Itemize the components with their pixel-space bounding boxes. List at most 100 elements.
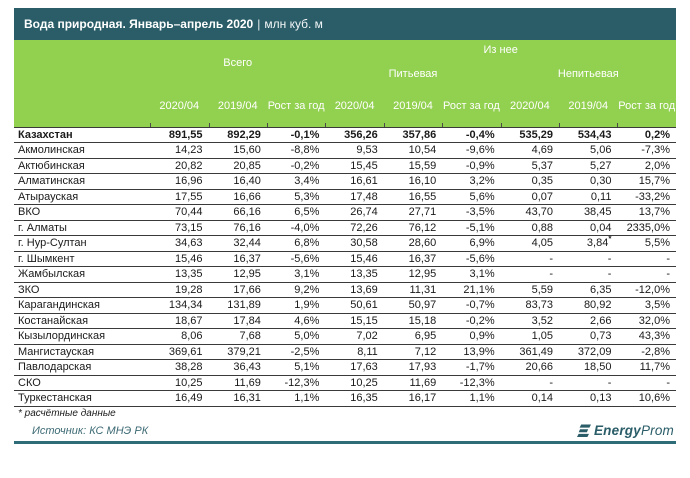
value-cell: 18,67 bbox=[150, 313, 209, 329]
value-cell: 76,12 bbox=[383, 220, 443, 236]
value-cell: 6,8% bbox=[266, 235, 326, 252]
value-cell: -9,6% bbox=[442, 142, 501, 159]
value-cell: 2,0% bbox=[617, 158, 676, 174]
value-cell: -0,1% bbox=[266, 127, 326, 143]
value-cell: -7,3% bbox=[617, 142, 676, 159]
value-cell: 16,61 bbox=[325, 173, 384, 190]
value-cell: 70,44 bbox=[150, 204, 209, 221]
value-cell: 1,1% bbox=[442, 390, 501, 407]
value-cell: -5,6% bbox=[266, 251, 326, 267]
value-cell: 3,1% bbox=[266, 266, 326, 283]
region-column-header bbox=[14, 40, 151, 127]
value-cell: 17,66 bbox=[208, 282, 267, 298]
value-cell: 32,44 bbox=[208, 235, 267, 252]
value-cell: 3,4% bbox=[266, 173, 326, 190]
value-cell: 26,74 bbox=[325, 204, 384, 221]
value-cell: 34,63 bbox=[150, 235, 209, 252]
value-cell: 1,9% bbox=[266, 297, 326, 314]
value-cell: -1,7% bbox=[442, 359, 501, 376]
value-cell: 17,93 bbox=[383, 359, 443, 376]
bottom-rule bbox=[14, 441, 676, 444]
report-title: Вода природная. Январь–апрель 2020 bbox=[24, 17, 254, 31]
value-cell: 5,1% bbox=[266, 359, 326, 376]
table-row: г. Шымкент 15,46 16,37 -5,6% 15,46 16,37 -5,6%… bbox=[14, 251, 676, 267]
table-row: Жамбылская 13,35 12,95 3,1% 13,35 12,95 3,1% - -… bbox=[14, 266, 676, 283]
energyprom-icon bbox=[576, 424, 591, 437]
value-cell: -0,2% bbox=[266, 158, 326, 174]
value-cell: 0,2% bbox=[617, 127, 676, 143]
value-cell: 10,54 bbox=[383, 142, 443, 159]
value-cell: 3,1% bbox=[442, 266, 501, 283]
value-cell: 1,1% bbox=[266, 390, 326, 407]
value-cell: - bbox=[500, 375, 560, 391]
value-cell: 11,69 bbox=[208, 375, 267, 391]
col-header-nondrinking-2019: 2019/04 bbox=[559, 87, 618, 127]
column-group-nondrinking: Непитьевая bbox=[500, 62, 676, 87]
value-cell: 19,28 bbox=[150, 282, 209, 298]
value-cell: 13,35 bbox=[325, 266, 384, 283]
value-cell: -4,0% bbox=[266, 220, 326, 236]
value-cell: 13,69 bbox=[325, 282, 384, 298]
report-unit: млн куб. м bbox=[264, 17, 323, 31]
value-cell: 28,60 bbox=[383, 235, 443, 252]
energyprom-logo: EnergyProm bbox=[576, 423, 676, 438]
value-cell: -0,9% bbox=[442, 158, 501, 174]
value-cell: -2,5% bbox=[266, 344, 326, 360]
value-cell: 6,35 bbox=[559, 282, 618, 298]
value-cell: 535,29 bbox=[500, 127, 560, 143]
table-body: Казахстан 891,55 892,29 -0,1% 356,26 357,86 -0… bbox=[14, 127, 676, 407]
value-cell: 891,55 bbox=[150, 127, 209, 143]
value-cell: 16,35 bbox=[325, 390, 384, 407]
col-header-total-2019: 2019/04 bbox=[208, 87, 267, 127]
value-cell: 8,11 bbox=[325, 344, 384, 360]
value-cell: 16,10 bbox=[383, 173, 443, 190]
table-row: Актюбинская 20,82 20,85 -0,2% 15,45 15,59 -0,9… bbox=[14, 158, 676, 174]
value-cell: 0,14 bbox=[500, 390, 560, 407]
region-name: Кызылординская bbox=[14, 328, 151, 345]
table-row: Мангистауская 369,61 379,21 -2,5% 8,11 7,12 13… bbox=[14, 344, 676, 360]
region-name: Павлодарская bbox=[14, 359, 151, 376]
value-cell: 16,37 bbox=[208, 251, 267, 267]
value-cell: 72,26 bbox=[325, 220, 384, 236]
value-cell: 379,21 bbox=[208, 344, 267, 360]
value-cell: 357,86 bbox=[383, 127, 443, 143]
region-name: СКО bbox=[14, 375, 151, 391]
value-cell: -5,1% bbox=[442, 220, 501, 236]
table-row: Казахстан 891,55 892,29 -0,1% 356,26 357,86 -0… bbox=[14, 127, 676, 143]
column-group-drinking: Питьевая bbox=[325, 62, 501, 87]
value-cell: 356,26 bbox=[325, 127, 384, 143]
column-group-iznee: Из нее bbox=[325, 40, 676, 62]
value-cell: 18,50 bbox=[559, 359, 618, 376]
value-cell: 16,40 bbox=[208, 173, 267, 190]
region-name: г. Нур-Султан bbox=[14, 235, 151, 252]
value-cell: 16,96 bbox=[150, 173, 209, 190]
value-cell: 2,66 bbox=[559, 313, 618, 329]
value-cell: 80,92 bbox=[559, 297, 618, 314]
value-cell: 30,58 bbox=[325, 235, 384, 252]
value-cell: 43,70 bbox=[500, 204, 560, 221]
value-cell: 20,82 bbox=[150, 158, 209, 174]
value-cell: 6,95 bbox=[383, 328, 443, 345]
value-cell: 1,05 bbox=[500, 328, 560, 345]
region-name: г. Алматы bbox=[14, 220, 151, 236]
value-cell: 0,13 bbox=[559, 390, 618, 407]
region-name: Туркестанская bbox=[14, 390, 151, 407]
value-cell: 0,11 bbox=[559, 189, 618, 205]
value-cell: 38,45 bbox=[559, 204, 618, 221]
value-cell: 11,69 bbox=[383, 375, 443, 391]
value-cell: 5,6% bbox=[442, 189, 501, 205]
value-cell: 50,97 bbox=[383, 297, 443, 314]
value-cell: 0,88 bbox=[500, 220, 560, 236]
value-cell: -5,6% bbox=[442, 251, 501, 267]
value-cell: - bbox=[559, 375, 618, 391]
value-cell: -12,3% bbox=[442, 375, 501, 391]
value-cell: 7,02 bbox=[325, 328, 384, 345]
region-name: Атырауская bbox=[14, 189, 151, 205]
value-cell: 3,2% bbox=[442, 173, 501, 190]
value-cell: 5,5% bbox=[617, 235, 676, 252]
value-cell: -8,8% bbox=[266, 142, 326, 159]
value-cell: -33,2% bbox=[617, 189, 676, 205]
col-header-drinking-2020: 2020/04 bbox=[325, 87, 384, 127]
value-cell: 73,15 bbox=[150, 220, 209, 236]
value-cell: - bbox=[617, 266, 676, 283]
